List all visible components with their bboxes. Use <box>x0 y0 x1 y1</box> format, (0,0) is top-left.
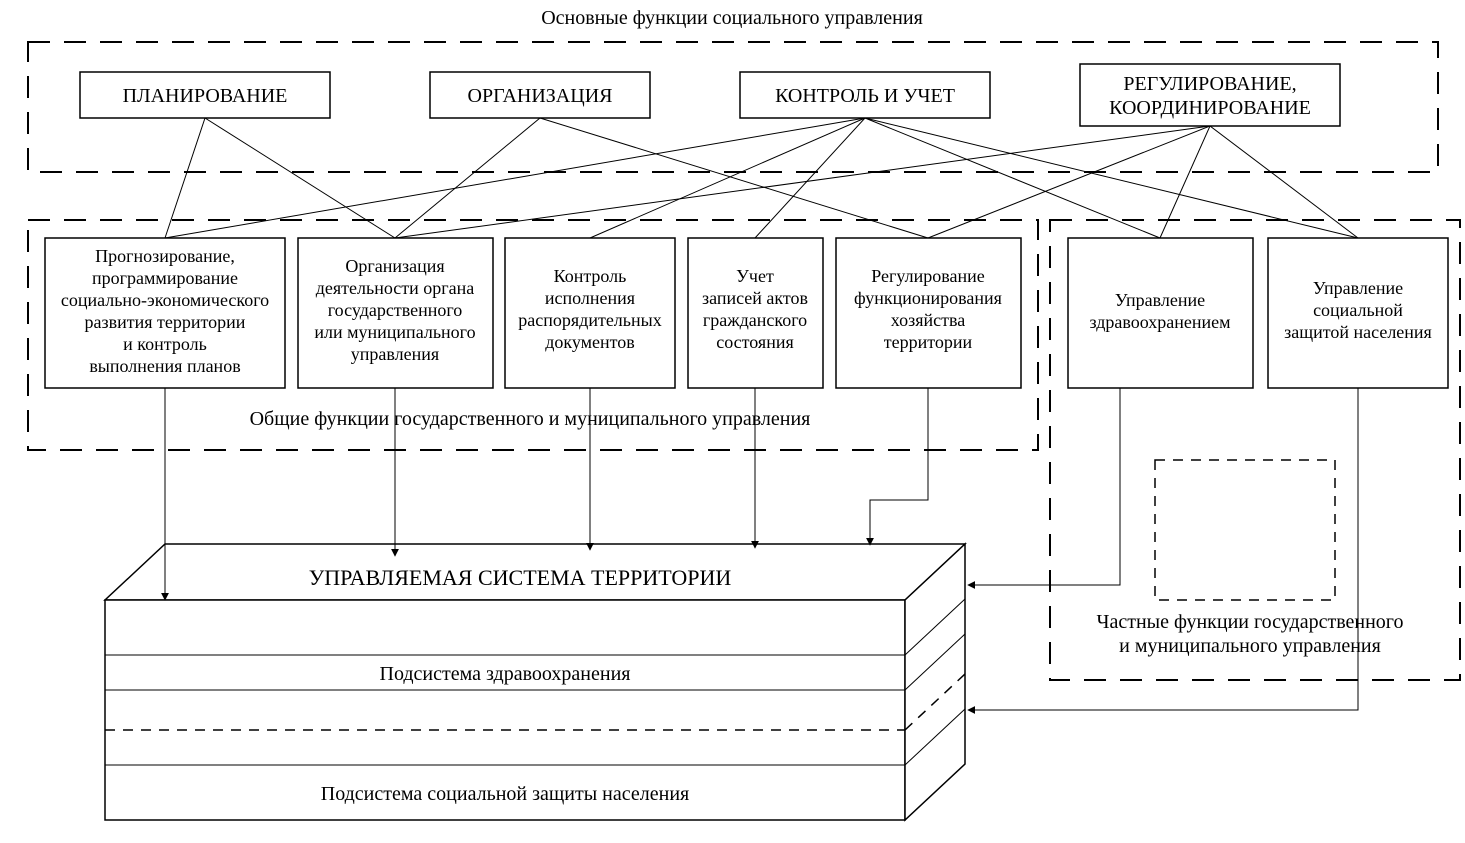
m4-l3: гражданского <box>703 310 807 330</box>
mid-box-m2: Организация деятельности органа государс… <box>298 238 493 388</box>
m2-l5: управления <box>351 344 439 364</box>
mid-box-m6: Управление здравоохранением <box>1068 238 1253 388</box>
m6-l1: Управление <box>1115 290 1205 310</box>
m3-l3: распорядительных <box>518 310 661 330</box>
top-box-plan: ПЛАНИРОВАНИЕ <box>80 72 330 118</box>
top-title: Основные функции социального управления <box>541 7 923 29</box>
section-label-general: Общие функции государственного и муницип… <box>250 408 811 430</box>
m3-l2: исполнения <box>545 288 635 308</box>
m1-l2: программирование <box>92 268 238 288</box>
m7-l2: социальной <box>1313 300 1403 320</box>
m3-l1: Контроль <box>554 266 627 286</box>
section-label-private-l1: Частные функции государственного <box>1096 611 1403 633</box>
mid-box-m5: Регулирование функционирования хозяйства… <box>836 238 1021 388</box>
top-box-reg: РЕГУЛИРОВАНИЕ, КООРДИНИРОВАНИЕ <box>1080 64 1340 126</box>
mid-box-m1: Прогнозирование, программирование социал… <box>45 238 285 388</box>
m5-l2: функционирования <box>854 288 1002 308</box>
top-box-org-label: ОРГАНИЗАЦИЯ <box>468 85 613 107</box>
top-box-reg-l2: КООРДИНИРОВАНИЕ <box>1109 97 1311 119</box>
private-inner-dashed <box>1155 460 1335 600</box>
mid-box-m3: Контроль исполнения распорядительных док… <box>505 238 675 388</box>
cube-layer-3: Подсистема социальной защиты населения <box>321 783 689 805</box>
m1-l1: Прогнозирование, <box>95 246 235 266</box>
edge-ctrl-m4 <box>755 118 865 238</box>
m5-l1: Регулирование <box>871 266 984 286</box>
m3-l4: документов <box>545 332 635 352</box>
top-box-reg-l1: РЕГУЛИРОВАНИЕ, <box>1123 73 1296 95</box>
m1-l3: социально-экономического <box>61 290 269 310</box>
m7-l3: защитой населения <box>1284 322 1432 342</box>
m1-l4: развития территории <box>85 312 246 332</box>
edge-reg-m7 <box>1210 126 1358 238</box>
m4-l4: состояния <box>716 332 794 352</box>
m2-l1: Организация <box>345 256 444 276</box>
m4-l1: Учет <box>736 266 774 286</box>
top-box-plan-label: ПЛАНИРОВАНИЕ <box>123 85 288 107</box>
m5-l4: территории <box>884 332 973 352</box>
cube: УПРАВЛЯЕМАЯ СИСТЕМА ТЕРРИТОРИИ Подсистем… <box>105 544 965 820</box>
arrows-private-to-cube <box>968 388 1358 710</box>
cube-title: УПРАВЛЯЕМАЯ СИСТЕМА ТЕРРИТОРИИ <box>309 565 732 590</box>
edge-reg-m2 <box>395 126 1210 238</box>
section-label-private-l2: и муниципального управления <box>1119 635 1381 657</box>
mid-box-m7: Управление социальной защитой населения <box>1268 238 1448 388</box>
cube-layer-1: Подсистема здравоохранения <box>380 663 631 685</box>
m5-l3: хозяйства <box>891 310 965 330</box>
m7-l1: Управление <box>1313 278 1403 298</box>
top-box-org: ОРГАНИЗАЦИЯ <box>430 72 650 118</box>
m1-l6: выполнения планов <box>89 356 240 376</box>
m4-l2: записей актов <box>702 288 808 308</box>
m2-l3: государственного <box>328 300 463 320</box>
m6-l2: здравоохранением <box>1089 312 1230 332</box>
top-box-ctrl-label: КОНТРОЛЬ И УЧЕТ <box>775 85 955 107</box>
top-box-ctrl: КОНТРОЛЬ И УЧЕТ <box>740 72 990 118</box>
mid-box-m4: Учет записей актов гражданского состояни… <box>688 238 823 388</box>
m2-l2: деятельности органа <box>316 278 475 298</box>
m1-l5: и контроль <box>123 334 207 354</box>
m2-l4: или муниципального <box>314 322 475 342</box>
